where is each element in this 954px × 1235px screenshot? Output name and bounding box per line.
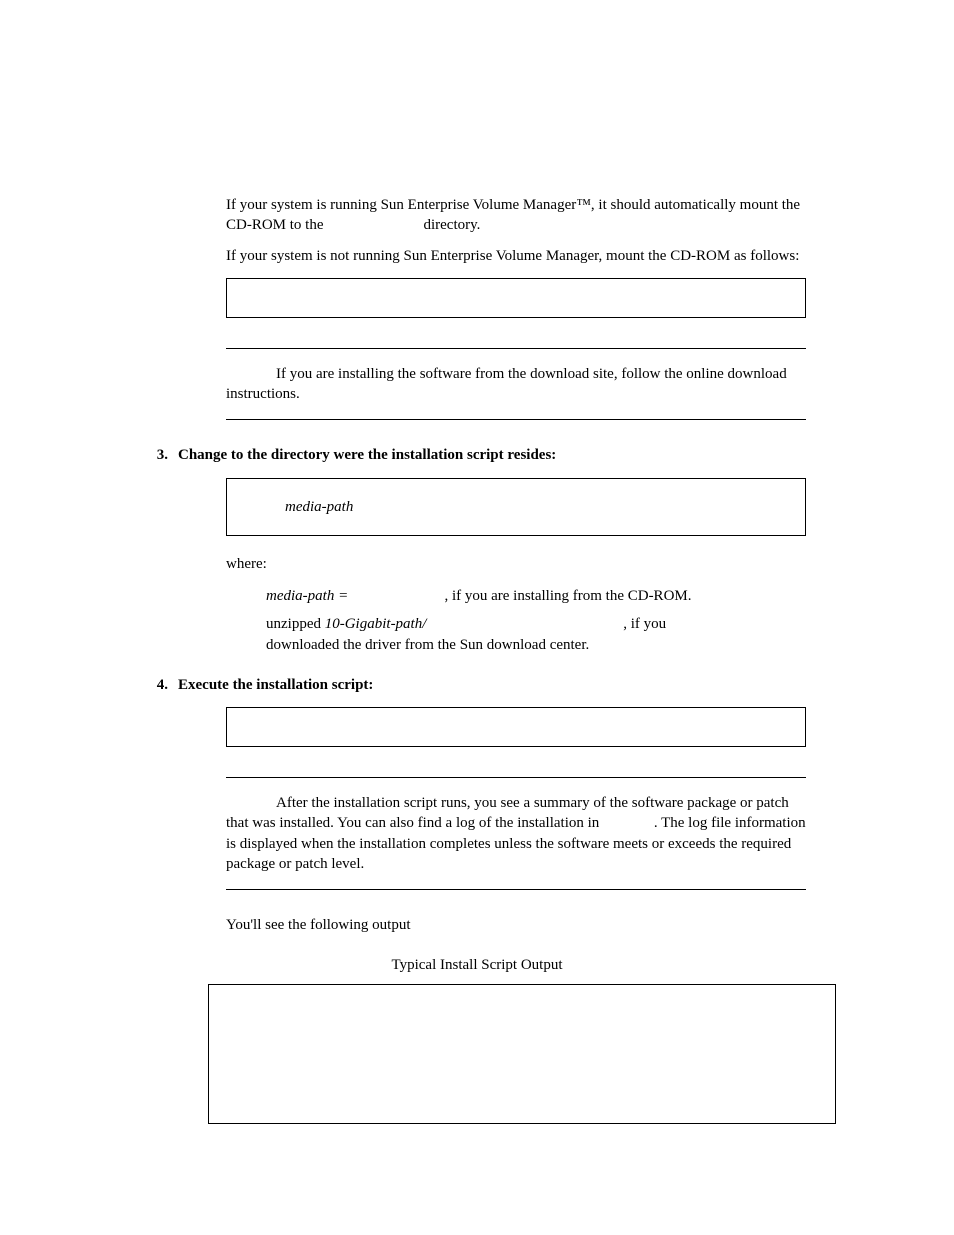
def2-cont: downloaded the driver from the Sun downl… [266,637,589,653]
paragraph-vm-notrunning: If your system is not running Sun Enterp… [226,246,806,266]
figure-caption: Typical Install Script Output [148,955,806,975]
note-download: If you are installing the software from … [226,348,806,421]
paragraph-vm-running: If your system is running Sun Enterprise… [226,195,806,236]
def1-rest: , if you are installing from the CD-ROM. [444,588,691,604]
where-label: where: [226,554,806,574]
step4-text: Execute the installation script: [178,675,806,695]
para1-text: If your system is running Sun Enterprise… [226,197,800,233]
note2-text: After the installation script runs, you … [226,793,806,874]
definition-list: media-path = /cdrom/cdrom0, if you are i… [266,586,806,655]
code1-text: media-path [247,497,785,517]
code-box-cd: media-path [226,478,806,536]
step4-num: 4. [148,675,178,695]
step-4: 4. Execute the installation script: [148,675,806,695]
para2-text: If your system is not running Sun Enterp… [226,248,799,264]
code-box-install [226,707,806,747]
code-box-mount [226,278,806,318]
def1-label: media-path = [266,588,348,604]
def2-path: 10-Gigabit-path/ [325,616,427,632]
step3-num: 3. [148,445,178,465]
note1-text: If you are installing the software from … [226,364,806,405]
step-3: 3. Change to the directory were the inst… [148,445,806,465]
def-gigabit-path: unzipped 10-Gigabit-path/Sun_10-Gigabit_… [266,614,806,655]
note-summary: After the installation script runs, you … [226,777,806,890]
def-media-path: media-path = /cdrom/cdrom0, if you are i… [266,586,806,606]
para1-dir: directory. [423,217,480,233]
def2-ifyou: , if you [623,616,666,632]
output-intro: You'll see the following output [226,915,806,935]
figure-output-box [208,984,836,1124]
def2-unzipped: unzipped [266,616,325,632]
step3-text: Change to the directory were the install… [178,445,806,465]
